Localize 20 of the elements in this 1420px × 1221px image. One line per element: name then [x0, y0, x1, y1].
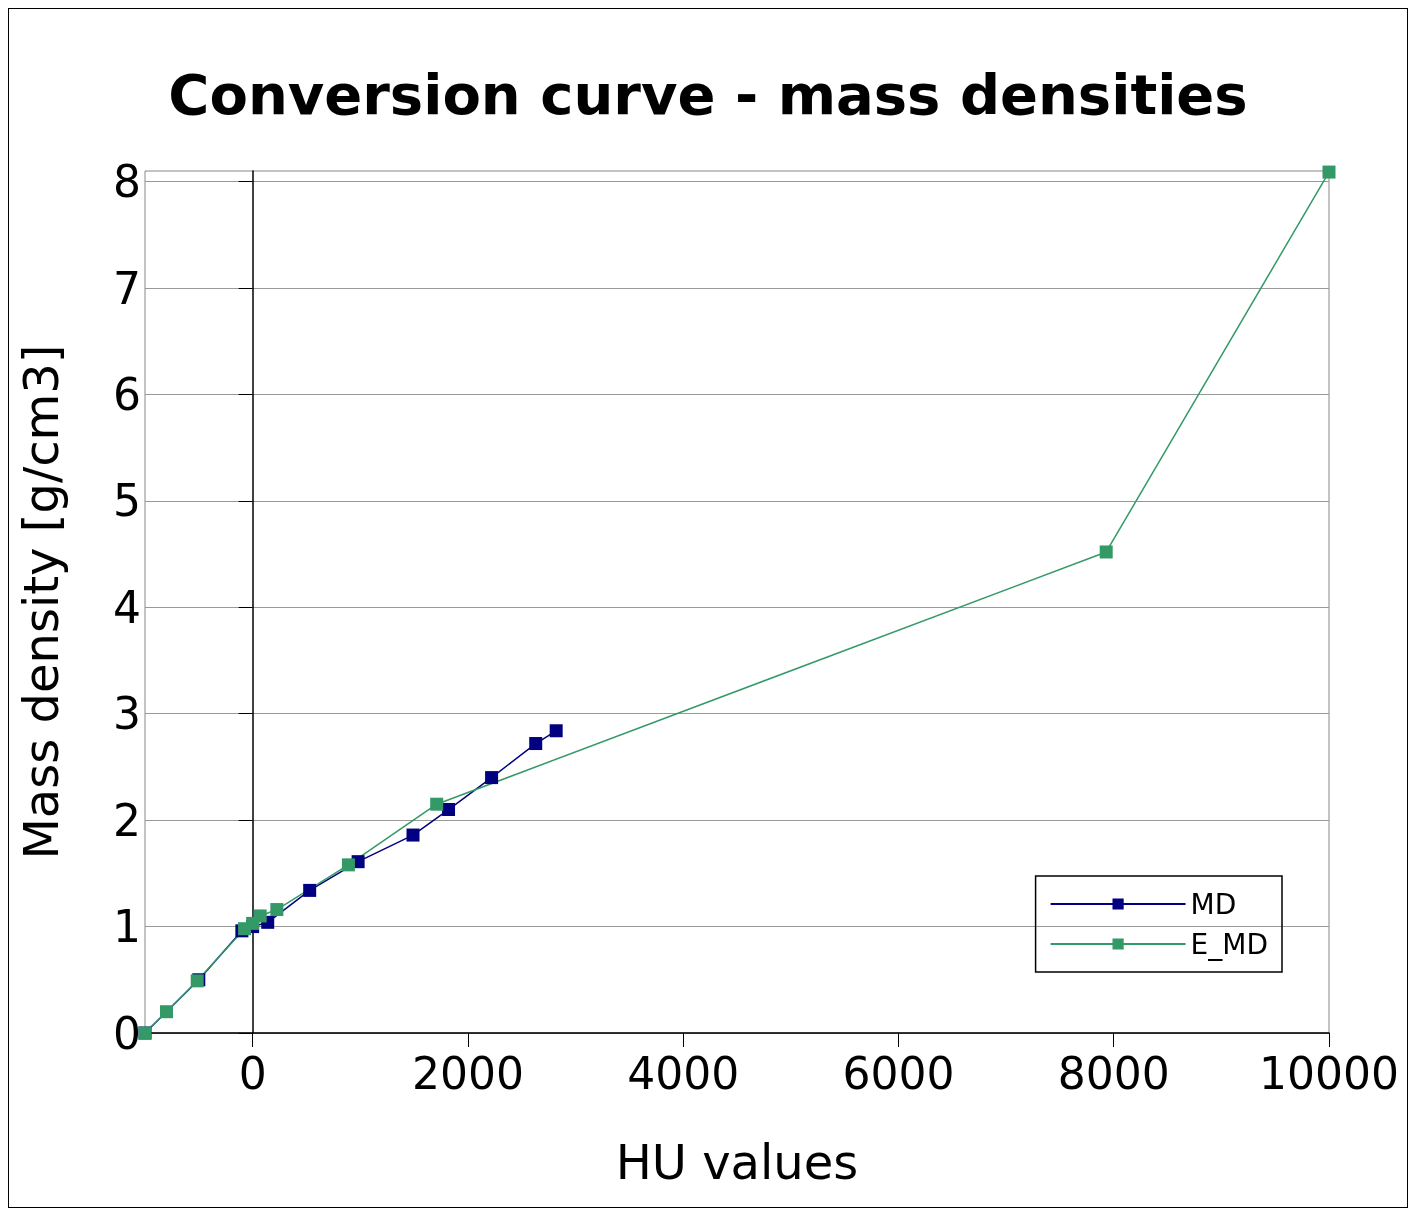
legend-label: MD — [1190, 887, 1237, 921]
y-axis-title: Mass density [g/cm3] — [13, 344, 69, 860]
y-tick-label: 3 — [113, 688, 141, 740]
y-tick-label: 4 — [113, 581, 141, 633]
x-tick-label: 4000 — [627, 1047, 740, 1099]
y-tick-label: 1 — [113, 901, 141, 953]
legend-label: E_MD — [1190, 927, 1269, 961]
chart-title: Conversion curve - mass densities — [168, 61, 1248, 127]
x-tick-label: 10000 — [1259, 1047, 1399, 1099]
x-tick-label: 0 — [238, 1047, 267, 1099]
x-axis-title: HU values — [615, 1134, 859, 1190]
y-tick-label: 8 — [113, 156, 141, 208]
y-tick-label: 5 — [113, 475, 141, 527]
y-tick-label: 0 — [113, 1007, 141, 1059]
x-tick-label: 8000 — [1057, 1047, 1170, 1099]
y-tick-label: 7 — [113, 262, 141, 314]
x-tick-label: 6000 — [842, 1047, 955, 1099]
y-tick-label: 2 — [113, 794, 141, 846]
y-tick-label: 6 — [113, 368, 141, 420]
x-tick-label: 2000 — [411, 1047, 524, 1099]
